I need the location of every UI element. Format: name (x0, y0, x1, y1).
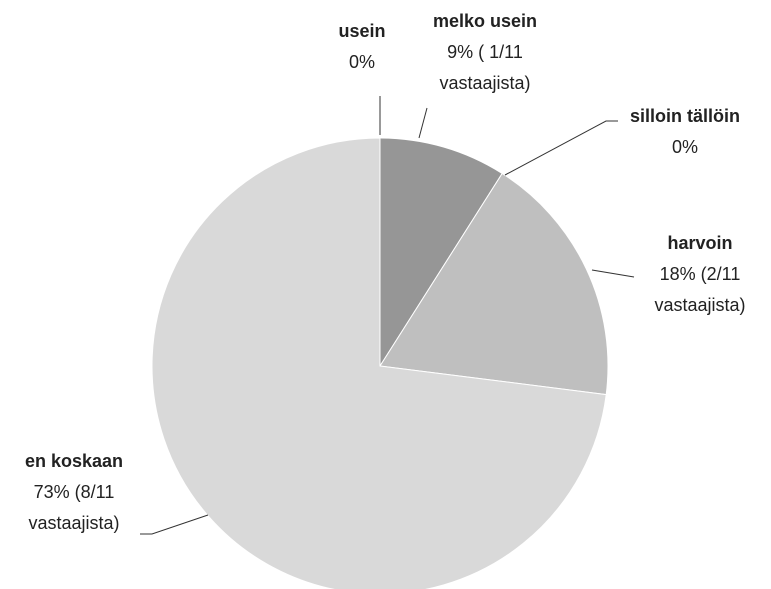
leader-line (140, 514, 209, 535)
category-label: usein (338, 21, 386, 41)
slice-label: melko usein 9% ( 1/11 vastaajista) (415, 6, 555, 99)
slice-label: en koskaan 73% (8/11 vastaajista) (4, 446, 144, 539)
value-label: 0% (348, 52, 375, 72)
value-label: 0% (671, 137, 698, 157)
value-label: 18% (2/11 vastaajista) (654, 264, 746, 315)
value-label: 73% (8/11 vastaajista) (28, 482, 120, 533)
slice-label: silloin tällöin 0% (610, 101, 760, 163)
pie-slice (379, 137, 503, 368)
pie-slice (151, 137, 607, 589)
category-label: melko usein (432, 11, 538, 31)
category-label: en koskaan (24, 451, 124, 471)
leader-line (591, 269, 635, 278)
slice-label: harvoin 18% (2/11 vastaajista) (630, 228, 770, 321)
slice-label: usein 0% (287, 16, 437, 78)
category-label: harvoin (667, 233, 733, 253)
category-label: silloin tällöin (629, 106, 740, 126)
leader-line (418, 107, 428, 139)
leader-line (504, 120, 618, 176)
value-label: 9% ( 1/11 vastaajista) (439, 42, 531, 93)
pie-slice (379, 172, 609, 396)
